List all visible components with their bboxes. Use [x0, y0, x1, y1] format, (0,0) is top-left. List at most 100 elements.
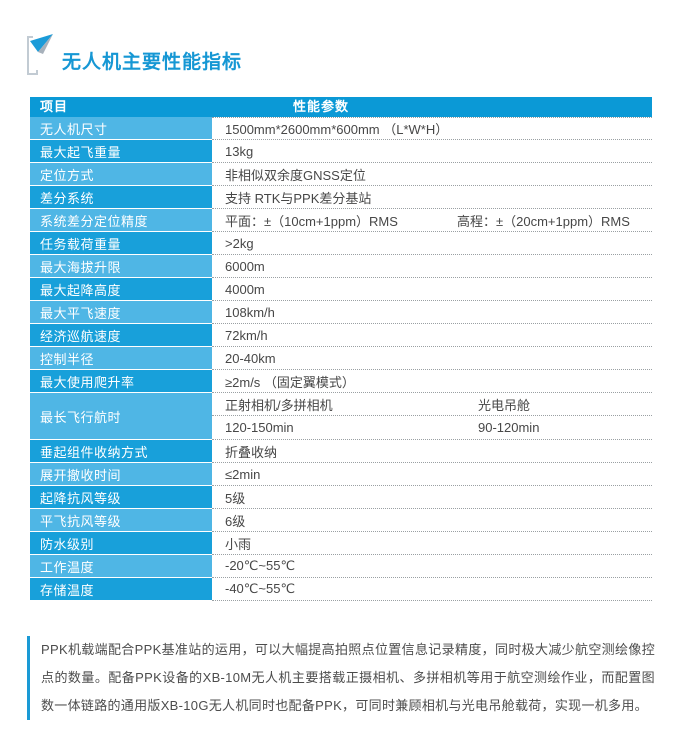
row-value: 4000m: [212, 278, 652, 301]
footer-note: PPK机载端配合PPK基准站的运用，可以大幅提高拍照点位置信息记录精度，同时极大…: [27, 636, 655, 720]
row-label: 系统差分定位精度: [30, 209, 212, 232]
row-value: 6级: [212, 509, 652, 532]
row-label: 垂起组件收纳方式: [30, 440, 212, 463]
title-block: 无人机主要性能指标: [24, 28, 242, 78]
row-label: 任务载荷重量: [30, 232, 212, 255]
row-value-line: 120-150min 90-120min: [212, 416, 652, 439]
row-value-text: 4000m: [225, 281, 265, 297]
spec-table: 项目 性能参数 无人机尺寸 1500mm*2600mm*600mm （L*W*H）…: [30, 97, 652, 601]
row-value-text: 小雨: [225, 536, 252, 552]
row-label-text: 最大起降高度: [40, 282, 122, 298]
row-label-text: 最大起飞重量: [40, 144, 122, 160]
table-row: 控制半径 20-40km: [30, 347, 652, 370]
row-label: 最大平飞速度: [30, 301, 212, 324]
row-value-text: 正射相机/多拼相机: [225, 397, 333, 413]
row-value: ≥2m/s （固定翼模式）: [212, 370, 652, 393]
table-row: 最大海拔升限 6000m: [30, 255, 652, 278]
row-value: 支持 RTK与PPK差分基站: [212, 186, 652, 209]
row-value-text: ≤2min: [225, 466, 261, 482]
row-value-text: 20-40km: [225, 350, 276, 366]
row-value-text: 108km/h: [225, 304, 275, 320]
row-label-text: 最长飞行航时: [40, 409, 122, 425]
footer-paragraph: PPK机载端配合PPK基准站的运用，可以大幅提高拍照点位置信息记录精度，同时极大…: [41, 642, 655, 713]
row-label: 最大海拔升限: [30, 255, 212, 278]
row-value: 平面：±（10cm+1ppm）RMS 高程：±（20cm+1ppm）RMS: [212, 209, 652, 232]
row-value-text: >2kg: [225, 235, 254, 251]
row-value-text: 90-120min: [478, 420, 540, 435]
row-value-text: 光电吊舱: [478, 397, 531, 413]
table-row: 系统差分定位精度 平面：±（10cm+1ppm）RMS 高程：±（20cm+1ppm…: [30, 209, 652, 232]
row-value-line: 正射相机/多拼相机 光电吊舱: [212, 393, 652, 416]
table-row: 垂起组件收纳方式 折叠收纳: [30, 440, 652, 463]
table-body: 无人机尺寸 1500mm*2600mm*600mm （L*W*H） 最大起飞重量 13…: [30, 117, 652, 601]
row-label: 无人机尺寸: [30, 117, 212, 140]
row-label-text: 控制半径: [40, 351, 95, 367]
row-value-text: ≥2m/s （固定翼模式）: [225, 374, 355, 390]
row-label: 存储温度: [30, 578, 212, 601]
row-label-text: 系统差分定位精度: [40, 213, 149, 229]
row-value-text: 6级: [225, 513, 246, 529]
row-value: 折叠收纳: [212, 440, 652, 463]
table-row: 存储温度 -40℃~55℃: [30, 578, 652, 601]
row-value: 108km/h: [212, 301, 652, 324]
row-label-text: 起降抗风等级: [40, 490, 122, 506]
row-value-text: 支持 RTK与PPK差分基站: [225, 190, 372, 206]
row-label-text: 最大使用爬升率: [40, 374, 135, 390]
row-label: 工作温度: [30, 555, 212, 578]
row-value-text: 平面：±（10cm+1ppm）RMS: [225, 213, 398, 229]
row-label: 平飞抗风等级: [30, 509, 212, 532]
row-value-text: 5级: [225, 490, 246, 506]
row-label: 控制半径: [30, 347, 212, 370]
table-row: 任务载荷重量 >2kg: [30, 232, 652, 255]
row-value: 13kg: [212, 140, 652, 163]
table-row: 最长飞行航时 正射相机/多拼相机 光电吊舱 120-150min 90-120min: [30, 393, 652, 440]
row-label-text: 差分系统: [40, 190, 95, 206]
row-value: 72km/h: [212, 324, 652, 347]
row-label: 最长飞行航时: [30, 393, 212, 440]
row-label: 最大使用爬升率: [30, 370, 212, 393]
table-row: 防水级别 小雨: [30, 532, 652, 555]
row-label: 防水级别: [30, 532, 212, 555]
row-value-text: 1500mm*2600mm*600mm （L*W*H）: [225, 122, 449, 137]
row-value-text: 72km/h: [225, 327, 268, 343]
row-label-text: 无人机尺寸: [40, 121, 108, 137]
row-value: -40℃~55℃: [212, 578, 652, 601]
row-value: 5级: [212, 486, 652, 509]
row-label-text: 防水级别: [40, 536, 95, 552]
row-label-text: 最大平飞速度: [40, 305, 122, 321]
row-label: 最大起飞重量: [30, 140, 212, 163]
row-label: 最大起降高度: [30, 278, 212, 301]
row-label-text: 存储温度: [40, 582, 95, 598]
table-row: 平飞抗风等级 6级: [30, 509, 652, 532]
row-value-text: 折叠收纳: [225, 444, 278, 460]
row-value: ≤2min: [212, 463, 652, 486]
row-label: 差分系统: [30, 186, 212, 209]
row-label-text: 垂起组件收纳方式: [40, 444, 149, 460]
row-value: 6000m: [212, 255, 652, 278]
table-row: 经济巡航速度 72km/h: [30, 324, 652, 347]
row-value-stack: 正射相机/多拼相机 光电吊舱 120-150min 90-120min: [212, 393, 652, 440]
row-value-text: -40℃~55℃: [225, 581, 296, 596]
row-value-text: 13kg: [225, 143, 254, 159]
row-label: 定位方式: [30, 163, 212, 186]
table-row: 最大起降高度 4000m: [30, 278, 652, 301]
paper-plane-icon: [27, 34, 53, 75]
table-row: 最大使用爬升率 ≥2m/s （固定翼模式）: [30, 370, 652, 393]
table-row: 差分系统 支持 RTK与PPK差分基站: [30, 186, 652, 209]
table-row: 起降抗风等级 5级: [30, 486, 652, 509]
row-value-text: 120-150min: [225, 420, 294, 435]
header-param-label: 性能参数: [292, 99, 349, 114]
table-row: 展开撤收时间 ≤2min: [30, 463, 652, 486]
row-value-text: -20℃~55℃: [225, 558, 296, 573]
row-label-text: 工作温度: [40, 559, 95, 575]
row-label: 起降抗风等级: [30, 486, 212, 509]
table-row: 工作温度 -20℃~55℃: [30, 555, 652, 578]
row-label-text: 展开撤收时间: [40, 467, 122, 483]
row-value: -20℃~55℃: [212, 555, 652, 578]
row-value: 1500mm*2600mm*600mm （L*W*H）: [212, 117, 652, 140]
row-value-text: 6000m: [225, 258, 265, 274]
row-value: >2kg: [212, 232, 652, 255]
page-title: 无人机主要性能指标: [62, 51, 243, 73]
table-row: 定位方式 非相似双余度GNSS定位: [30, 163, 652, 186]
table-row: 最大起飞重量 13kg: [30, 140, 652, 163]
